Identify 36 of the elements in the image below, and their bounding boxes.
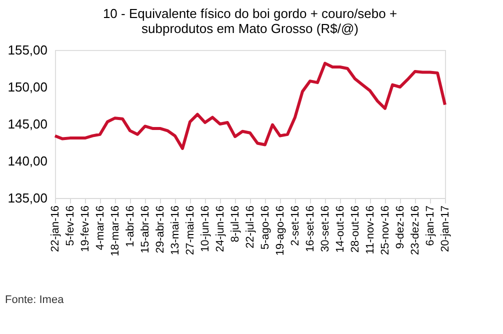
x-tick-label: 16-set-16: [304, 206, 316, 252]
x-tick-label: 10-jun-16: [200, 206, 212, 252]
y-tick-label: 145,00: [8, 116, 48, 132]
x-tick-label: 9-dez-16: [394, 206, 406, 249]
x-tick-label: 8-jul-16: [230, 206, 242, 242]
x-tick-label: 23-dez-16: [410, 206, 422, 256]
x-tick-label: 14-out-16: [334, 206, 346, 253]
x-tick-label: 27-mai-16: [184, 206, 196, 256]
x-tick-label: 29-abr-16: [154, 206, 166, 254]
x-tick-label: 5-fev-16: [64, 206, 76, 246]
x-tick-label: 19-fev-16: [80, 206, 92, 252]
x-tick-label: 2-set-16: [290, 206, 302, 246]
x-tick-label: 6-jan-17: [424, 206, 436, 246]
source-note: Fonte: Imea: [5, 294, 65, 306]
x-tick-label: 5-ago-16: [260, 206, 272, 250]
line-series: [54, 62, 446, 150]
y-tick-label: 155,00: [8, 42, 48, 58]
x-tick-label: 28-out-16: [350, 206, 362, 253]
y-tick-label: 140,00: [8, 154, 48, 168]
x-tick-label: 1-abr-16: [124, 206, 136, 248]
text: 10 - Equivalente físico do boi gordo + couro/sebo +: [102, 6, 398, 21]
x-tick-label: 25-nov-16: [380, 206, 392, 256]
x-tick-label: 11-nov-16: [364, 206, 376, 254]
x-tick-label: 18-mar-16: [110, 206, 122, 256]
x-tick-label: 19-ago-16: [274, 206, 286, 256]
y-tick-label: 135,00: [8, 190, 48, 206]
y-tick-label: 150,00: [8, 80, 48, 94]
x-tick-label: 30-set-16: [320, 206, 332, 252]
text: subprodutos em Mato Grosso (R$/@): [142, 21, 358, 36]
x-tick-label: 15-abr-16: [140, 206, 152, 254]
x-tick-label: 20-jan-17: [440, 206, 452, 252]
x-tick-label: 13-mai-16: [170, 206, 182, 256]
x-tick-label: 4-mar-16: [94, 206, 106, 250]
x-tick-label: 24-jun-16: [214, 206, 226, 252]
x-tick-label: 22-jan-16: [50, 206, 62, 252]
x-tick-label: 22-jul-16: [244, 206, 256, 248]
